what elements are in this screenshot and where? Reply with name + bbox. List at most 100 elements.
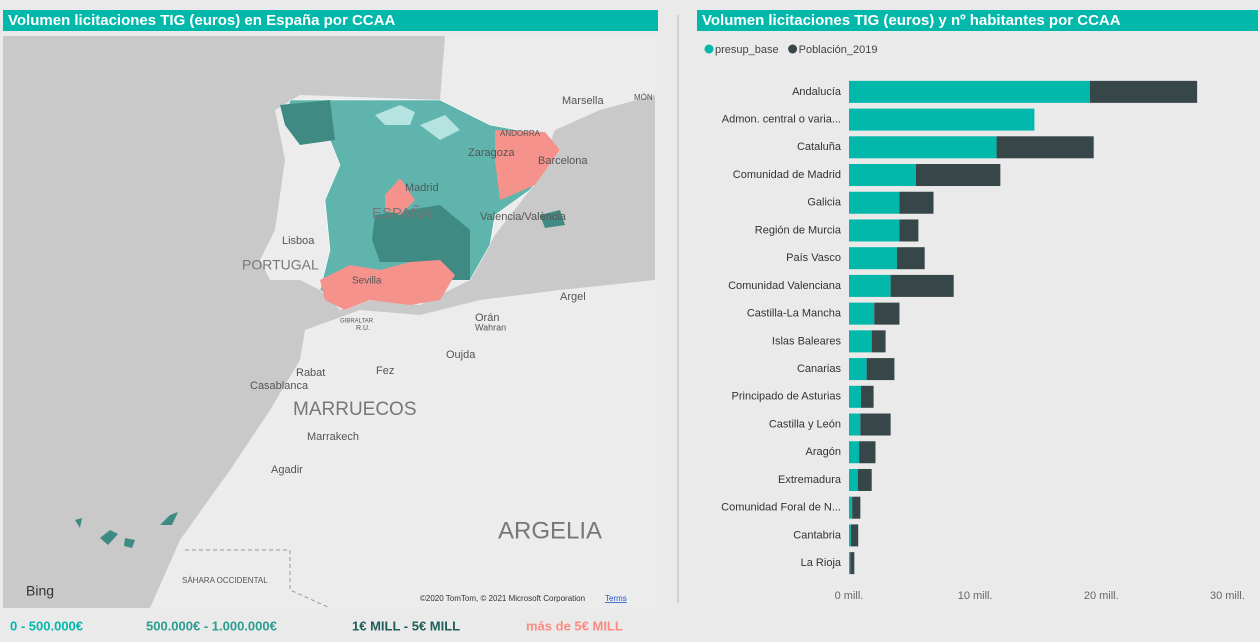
- bar: [849, 524, 851, 547]
- attribution: ©2020 TomTom, © 2021 Microsoft Corporati…: [420, 594, 585, 603]
- y-tick-label: Comunidad Valenciana: [728, 280, 842, 292]
- y-tick-label: Andalucía: [792, 86, 842, 98]
- bar: [1089, 80, 1198, 103]
- bar: [866, 358, 895, 381]
- bar: [857, 468, 872, 491]
- place-label: Argel: [560, 291, 586, 303]
- legend-label: presup_base: [715, 44, 779, 56]
- bar: [849, 330, 872, 353]
- region: [375, 105, 415, 125]
- x-tick-label: 0 mill.: [835, 590, 864, 602]
- place-label: Marsella: [562, 95, 604, 107]
- bar: [890, 274, 954, 297]
- legend-item: 0 - 500.000€: [10, 618, 83, 633]
- bar: [899, 219, 919, 242]
- place-label: Valencia/València: [480, 211, 567, 223]
- legend-item: 500.000€ - 1.000.000€: [146, 618, 277, 633]
- y-tick-label: Cataluña: [797, 141, 842, 153]
- y-tick-label: Canarias: [797, 363, 842, 375]
- bar: [860, 413, 891, 436]
- y-tick-label: Admon. central o varia...: [722, 113, 841, 125]
- bar: [849, 247, 897, 270]
- place-label: Marrakech: [307, 431, 359, 443]
- y-tick-label: Principado de Asturias: [732, 391, 842, 403]
- bar: [850, 552, 855, 575]
- place-label: Oujda: [446, 349, 476, 361]
- legend-label: Población_2019: [799, 44, 878, 56]
- bar: [849, 413, 861, 436]
- bar: [850, 524, 859, 547]
- place-label: GIBRALTAR: [340, 319, 374, 325]
- bar: [849, 219, 900, 242]
- place-label: Agadir: [271, 464, 303, 476]
- bar: [996, 136, 1094, 159]
- bar: [860, 385, 874, 408]
- legend-marker: [788, 44, 798, 54]
- bar: [849, 496, 853, 519]
- title-bar: [3, 10, 658, 31]
- y-tick-label: Región de Murcia: [755, 224, 842, 236]
- bar: [849, 191, 900, 214]
- region-cataluna: [495, 130, 560, 200]
- bar: [849, 80, 1090, 103]
- bar: [849, 441, 860, 464]
- y-tick-label: Castilla y León: [769, 418, 841, 430]
- y-tick-label: País Vasco: [786, 252, 841, 264]
- place-label: Rabat: [296, 367, 325, 379]
- bar: [849, 108, 1035, 131]
- legend-marker: [704, 44, 714, 54]
- region-canarias: [100, 530, 118, 545]
- y-tick-label: Galicia: [807, 197, 842, 209]
- bar: [849, 164, 916, 187]
- y-tick-label: La Rioja: [801, 557, 842, 569]
- y-tick-label: Cantabria: [793, 529, 842, 541]
- region: [372, 205, 470, 280]
- bing-logo: Bing: [26, 583, 54, 599]
- y-tick-label: Extremadura: [778, 474, 842, 486]
- bar: [896, 247, 925, 270]
- title-bar: [697, 10, 1258, 31]
- place-label: Sevilla: [352, 276, 382, 287]
- place-label: Wahran: [475, 322, 506, 332]
- legend-item: 1€ MILL - 5€ MILL: [352, 618, 460, 633]
- x-tick-label: 30 mill.: [1210, 590, 1245, 602]
- bar: [915, 164, 1001, 187]
- bar: [849, 302, 875, 325]
- y-tick-label: Aragón: [806, 446, 841, 458]
- map-panel: Volumen licitaciones TIG (euros) en Espa…: [3, 10, 658, 633]
- bar: [859, 441, 876, 464]
- region-baleares: [540, 210, 565, 228]
- bar: [852, 496, 861, 519]
- legend-item: más de 5€ MILL: [526, 618, 623, 633]
- bar: [849, 274, 891, 297]
- map-title: Volumen licitaciones TIG (euros) en Espa…: [8, 12, 395, 29]
- place-label: Orán: [475, 312, 499, 324]
- place-label: Barcelona: [538, 155, 588, 167]
- chart-title: Volumen licitaciones TIG (euros) y nº ha…: [702, 12, 1121, 29]
- bar: [849, 385, 861, 408]
- region-canarias: [75, 518, 82, 528]
- border: [185, 549, 331, 609]
- place-label: ANDORRA: [500, 129, 541, 138]
- place-label: ARGELIA: [498, 517, 602, 544]
- place-label: Zaragoza: [468, 147, 515, 159]
- place-label: R.U.: [356, 325, 370, 332]
- place-label: MARRUECOS: [293, 399, 417, 420]
- region: [280, 100, 335, 145]
- bar: [849, 358, 867, 381]
- bar: [849, 468, 858, 491]
- bar: [849, 136, 997, 159]
- terms-link[interactable]: Terms: [605, 594, 627, 603]
- x-tick-label: 20 mill.: [1084, 590, 1119, 602]
- place-label: ESPAÑA: [372, 205, 432, 222]
- y-tick-label: Islas Baleares: [772, 335, 842, 347]
- bar: [849, 552, 851, 575]
- region-canarias: [160, 512, 178, 525]
- region-andalucia: [320, 260, 455, 310]
- place-label: MÓN: [634, 93, 653, 102]
- bar: [871, 330, 886, 353]
- y-tick-label: Castilla-La Mancha: [747, 308, 842, 320]
- place-label: Fez: [376, 365, 394, 377]
